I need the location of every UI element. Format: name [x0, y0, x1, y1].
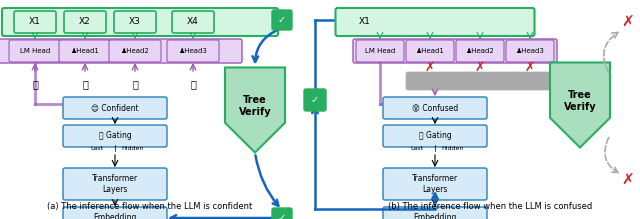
Text: 🤔 Gating: 🤔 Gating [419, 131, 451, 141]
Text: LM Head: LM Head [365, 48, 395, 54]
Text: 😊 Confident: 😊 Confident [91, 104, 139, 113]
FancyBboxPatch shape [109, 40, 161, 62]
Text: X1: X1 [29, 18, 41, 26]
FancyBboxPatch shape [114, 11, 156, 33]
FancyBboxPatch shape [353, 39, 557, 63]
Text: (b) The inference flow when the LLM is confused: (b) The inference flow when the LLM is c… [388, 202, 592, 211]
Text: 😵 Confused: 😵 Confused [412, 104, 458, 113]
FancyBboxPatch shape [63, 207, 167, 219]
FancyBboxPatch shape [63, 168, 167, 200]
Text: X3: X3 [129, 18, 141, 26]
Text: X2: X2 [79, 18, 91, 26]
Text: Embedding: Embedding [413, 214, 457, 219]
Text: 🤔 Gating: 🤔 Gating [99, 131, 131, 141]
Text: ✗: ✗ [621, 14, 634, 30]
Text: ✗: ✗ [475, 60, 485, 74]
FancyBboxPatch shape [63, 97, 167, 119]
FancyBboxPatch shape [59, 40, 111, 62]
Text: Embedding: Embedding [93, 214, 137, 219]
Text: Tree
Verify: Tree Verify [564, 90, 596, 111]
Text: Hidden: Hidden [442, 145, 464, 150]
Text: (a) The inference flow when the LLM is confident: (a) The inference flow when the LLM is c… [47, 202, 253, 211]
Text: ✗: ✗ [425, 60, 435, 74]
FancyBboxPatch shape [383, 168, 487, 200]
Text: LM Head: LM Head [20, 48, 50, 54]
Text: 🔥: 🔥 [32, 79, 38, 89]
FancyBboxPatch shape [304, 89, 326, 111]
Text: Tree
Verify: Tree Verify [239, 95, 271, 117]
Text: Last: Last [90, 145, 104, 150]
Text: Last: Last [410, 145, 424, 150]
Text: X4: X4 [187, 18, 199, 26]
Text: ♟Head2: ♟Head2 [466, 48, 494, 54]
FancyBboxPatch shape [14, 11, 56, 33]
FancyBboxPatch shape [335, 8, 534, 36]
Text: ♟Head3: ♟Head3 [179, 48, 207, 54]
Text: ✗: ✗ [525, 60, 535, 74]
Text: Hidden: Hidden [122, 145, 144, 150]
FancyBboxPatch shape [172, 11, 214, 33]
FancyBboxPatch shape [2, 8, 278, 36]
FancyBboxPatch shape [383, 207, 487, 219]
Text: ✓: ✓ [311, 95, 319, 105]
FancyBboxPatch shape [9, 40, 61, 62]
Text: ♟Head2: ♟Head2 [120, 48, 149, 54]
Text: ✗: ✗ [621, 173, 634, 187]
Polygon shape [550, 62, 610, 148]
FancyBboxPatch shape [406, 40, 454, 62]
FancyBboxPatch shape [0, 39, 242, 63]
FancyBboxPatch shape [63, 125, 167, 147]
FancyBboxPatch shape [406, 72, 554, 90]
Text: ♟Head3: ♟Head3 [516, 48, 545, 54]
FancyBboxPatch shape [383, 125, 487, 147]
Text: 🔥: 🔥 [132, 79, 138, 89]
FancyBboxPatch shape [383, 97, 487, 119]
Polygon shape [225, 67, 285, 152]
FancyBboxPatch shape [456, 40, 504, 62]
Text: Transformer
Layers: Transformer Layers [412, 174, 458, 194]
FancyBboxPatch shape [64, 11, 106, 33]
Text: 🔥: 🔥 [190, 79, 196, 89]
FancyBboxPatch shape [167, 40, 219, 62]
Text: X1: X1 [359, 18, 371, 26]
FancyBboxPatch shape [272, 208, 292, 219]
Text: ✓: ✓ [278, 213, 286, 219]
Text: ♟Head1: ♟Head1 [415, 48, 444, 54]
Text: 🔥: 🔥 [82, 79, 88, 89]
Text: Transformer
Layers: Transformer Layers [92, 174, 138, 194]
FancyBboxPatch shape [272, 10, 292, 30]
Text: ✓: ✓ [278, 15, 286, 25]
Text: ♟Head1: ♟Head1 [70, 48, 99, 54]
FancyBboxPatch shape [506, 40, 554, 62]
FancyBboxPatch shape [356, 40, 404, 62]
